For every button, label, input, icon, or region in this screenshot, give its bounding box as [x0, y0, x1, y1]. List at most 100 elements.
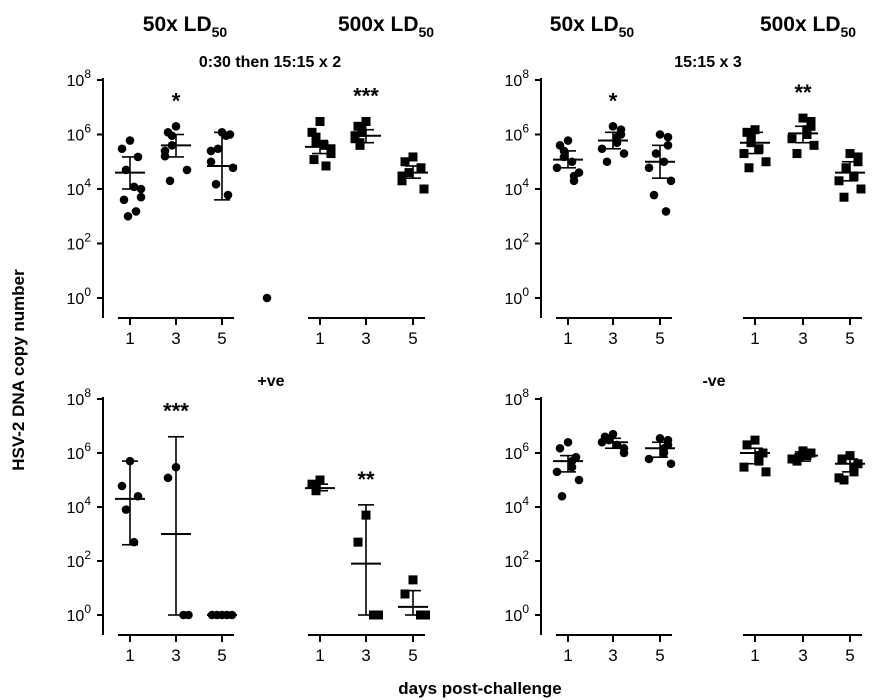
data-point-circle: [206, 146, 216, 156]
data-point-square: [841, 163, 851, 173]
data-point-circle: [608, 121, 618, 131]
data-point-square: [739, 149, 749, 159]
x-tick-label: 1: [563, 646, 572, 665]
data-point-circle: [211, 179, 221, 189]
x-tick-label: 3: [171, 329, 180, 348]
data-point-square: [750, 125, 760, 135]
panel-title-3: +ve: [257, 373, 284, 390]
data-point-circle: [184, 610, 193, 620]
data-point-square: [400, 589, 410, 599]
subscript-50: 50: [840, 24, 856, 40]
data-point-square: [798, 446, 808, 456]
column-header-3: 50x LD50: [550, 13, 635, 40]
data-point-square: [416, 163, 426, 173]
subscript-50: 50: [212, 24, 228, 40]
x-tick-label: 3: [798, 646, 807, 665]
significance-label: *: [172, 88, 181, 113]
x-tick-label: 3: [361, 646, 370, 665]
data-point-square: [802, 125, 812, 135]
panel-2: 100 102 104 106 108 1 3 * 5 1 3 ** 5: [505, 67, 866, 348]
data-point-square: [853, 152, 863, 162]
data-point-square: [419, 184, 429, 194]
data-point-circle: [119, 195, 129, 205]
data-point-circle: [262, 293, 272, 303]
y-axis-label: HSV-2 DNA copy number: [9, 269, 28, 471]
y-tick-label: 108: [505, 386, 530, 409]
data-point-circle: [213, 144, 223, 154]
data-point-square: [754, 451, 764, 461]
data-point-circle: [563, 136, 573, 145]
column-header-4: 500x LD50: [760, 13, 856, 40]
data-point-circle: [117, 481, 127, 491]
y-tick-label: 106: [67, 122, 92, 145]
data-point-square: [806, 116, 816, 126]
data-point-circle: [567, 462, 577, 472]
data-point-circle: [223, 190, 233, 200]
x-tick-label: 5: [217, 646, 226, 665]
y-tick-label: 108: [505, 67, 530, 90]
y-tick-label: 102: [67, 548, 92, 571]
x-axis-label: days post-challenge: [398, 679, 561, 698]
data-point-circle: [160, 151, 170, 161]
y-tick-label: 104: [505, 494, 530, 517]
data-point-square: [834, 473, 844, 483]
data-point-circle: [666, 176, 676, 186]
data-point-circle: [644, 454, 654, 464]
data-point-square: [787, 134, 797, 144]
data-point-circle: [555, 443, 565, 453]
data-point-square: [315, 475, 325, 485]
data-point-circle: [131, 207, 141, 216]
panel-1: 100 102 104 106 108 1 3 * 5 1 3 *** 5: [67, 67, 429, 348]
data-point-circle: [552, 467, 562, 477]
data-point-square: [839, 192, 849, 202]
data-point-square: [761, 467, 771, 477]
data-point-square: [408, 575, 418, 585]
data-point-circle: [651, 149, 661, 158]
y-tick-label: 108: [67, 67, 92, 90]
data-point-square: [400, 157, 410, 167]
panel-title-4: -ve: [702, 373, 725, 390]
data-point-square: [792, 149, 802, 159]
data-point-circle: [165, 176, 175, 186]
data-point-square: [834, 176, 844, 186]
significance-label: **: [357, 467, 375, 492]
x-tick-label: 1: [125, 329, 134, 348]
y-tick-label: 106: [505, 122, 530, 145]
x-tick-label: 3: [608, 646, 617, 665]
data-point-circle: [123, 211, 133, 221]
data-point-circle: [619, 448, 629, 458]
data-point-circle: [569, 176, 579, 186]
data-point-circle: [228, 163, 238, 173]
data-point-circle: [182, 165, 192, 175]
x-tick-label: 1: [750, 329, 759, 348]
x-tick-label: 5: [408, 329, 417, 348]
data-point-square: [798, 113, 808, 123]
x-tick-label: 3: [798, 329, 807, 348]
data-point-square: [754, 144, 764, 154]
data-point-square: [802, 130, 812, 139]
data-point-circle: [552, 163, 562, 173]
data-point-circle: [171, 121, 181, 131]
data-point-square: [845, 149, 855, 159]
data-point-square: [321, 161, 331, 171]
data-point-circle: [121, 505, 131, 514]
data-point-circle: [655, 434, 665, 443]
panel-title-2: 15:15 x 3: [674, 54, 742, 71]
data-point-square: [326, 149, 336, 159]
y-tick-label: 102: [67, 231, 92, 254]
data-point-circle: [563, 437, 573, 447]
data-point-circle: [136, 192, 146, 202]
x-tick-label: 5: [655, 329, 664, 348]
x-tick-label: 1: [563, 329, 572, 348]
data-point-circle: [574, 475, 584, 485]
column-header-1: 50x LD50: [143, 13, 228, 40]
data-point-square: [856, 184, 866, 194]
y-tick-label: 100: [505, 285, 530, 308]
data-point-square: [307, 127, 317, 137]
data-point-square: [744, 163, 754, 173]
y-tick-label: 102: [505, 231, 530, 254]
data-point-circle: [666, 459, 676, 469]
data-point-square: [845, 451, 855, 461]
x-tick-label: 1: [315, 329, 324, 348]
